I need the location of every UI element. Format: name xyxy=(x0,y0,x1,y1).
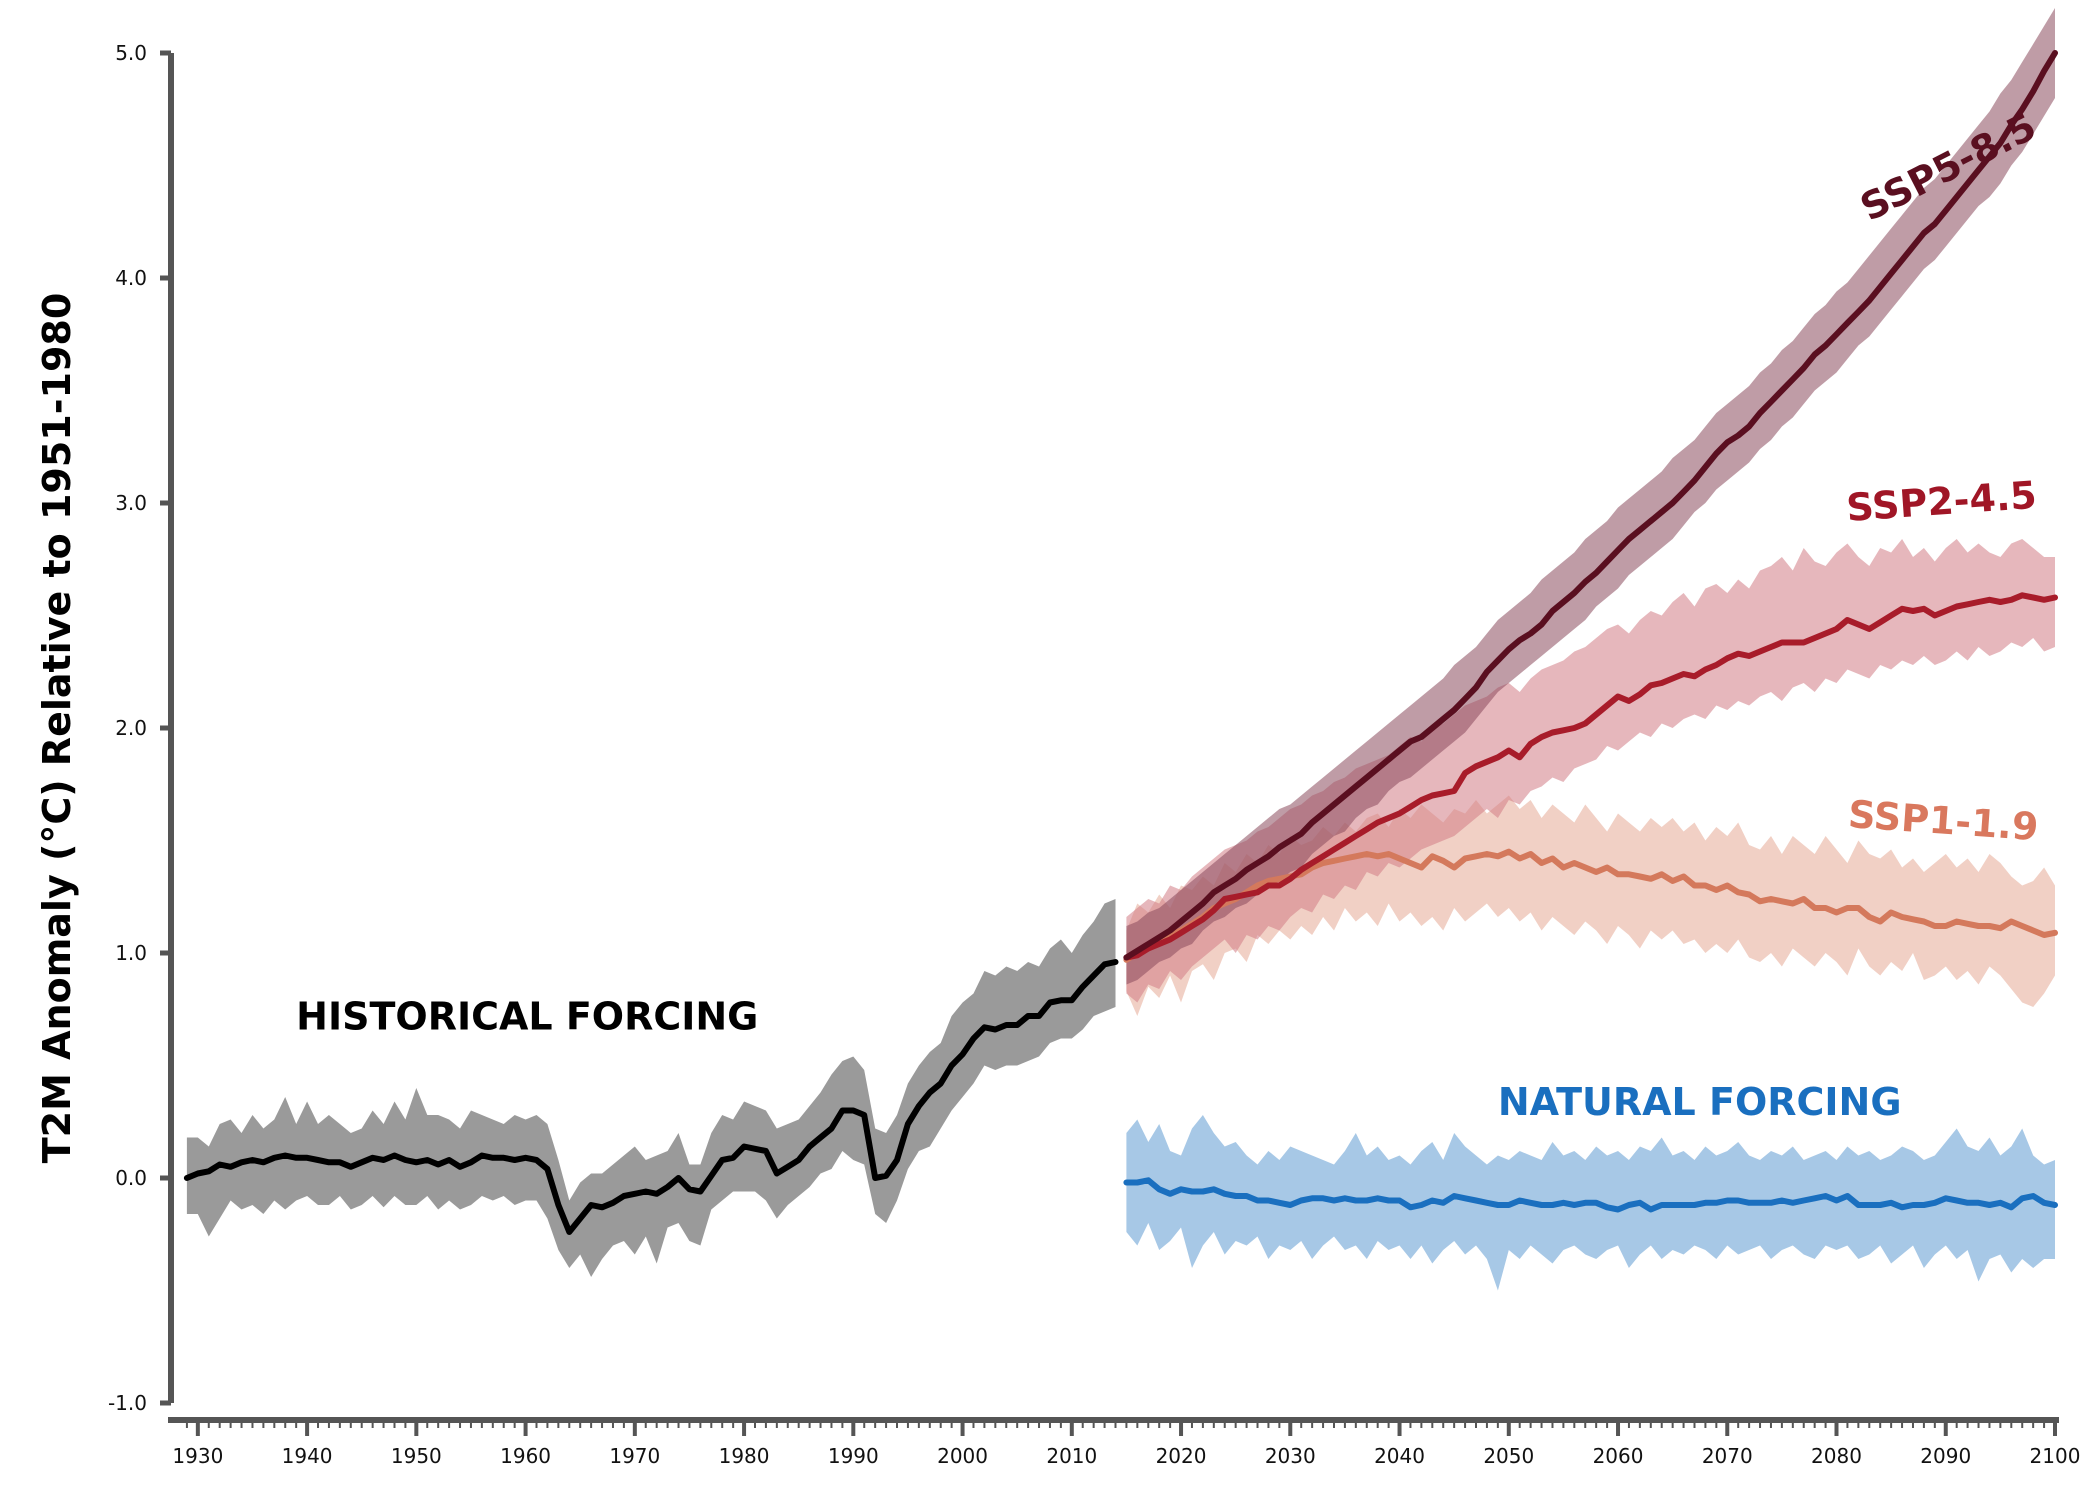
y-tick-label: 4.0 xyxy=(115,266,147,290)
label-natural-forcing: NATURAL FORCING xyxy=(1498,1080,1902,1124)
x-tick-label: 1930 xyxy=(172,1444,223,1468)
x-tick-label: 2020 xyxy=(1156,1444,1207,1468)
x-tick-label: 2070 xyxy=(1702,1444,1753,1468)
x-tick-label: 2060 xyxy=(1593,1444,1644,1468)
y-tick-label: 2.0 xyxy=(115,716,147,740)
y-tick-label: 3.0 xyxy=(115,491,147,515)
series-lines xyxy=(183,50,2058,1235)
y-tick-label: 5.0 xyxy=(115,41,147,65)
x-tick-label: 2090 xyxy=(1920,1444,1971,1468)
x-ticks: 1930 1940 1950 1960 1970 1980 1990 2000 2010 2020… xyxy=(172,1420,2080,1468)
x-tick-label: 2030 xyxy=(1265,1444,1316,1468)
y-tick-label: 0.0 xyxy=(115,1166,147,1190)
ssp2-4-5-line xyxy=(1123,592,2058,961)
label-historical-forcing: HISTORICAL FORCING xyxy=(296,995,758,1039)
y-ticks: -1.0 0.0 1.0 2.0 3.0 4.0 5.0 xyxy=(108,41,171,1415)
ssp5-8-5-line xyxy=(1123,50,2058,961)
y-tick-label: 1.0 xyxy=(115,941,147,965)
x-tick-label: 1940 xyxy=(282,1444,333,1468)
natural-forcing-line xyxy=(1123,1177,2058,1213)
x-tick-label: 1960 xyxy=(500,1444,551,1468)
label-ssp1-1-9: SSP1-1.9 xyxy=(1847,792,2040,849)
x-tick-label: 2040 xyxy=(1374,1444,1425,1468)
x-tick-label: 2000 xyxy=(937,1444,988,1468)
x-tick-label: 1950 xyxy=(391,1444,442,1468)
label-ssp2-4-5: SSP2-4.5 xyxy=(1845,473,2038,530)
x-tick-label: 2010 xyxy=(1046,1444,1097,1468)
historical-forcing-band xyxy=(186,899,1116,1277)
historical-forcing-line xyxy=(183,959,1119,1235)
y-axis-title: T2M Anomaly (°C) Relative to 1951-1980 xyxy=(35,293,79,1164)
ssp1-1-9-line xyxy=(1123,848,2058,963)
x-tick-label: 2050 xyxy=(1483,1444,1534,1468)
x-tick-label: 1980 xyxy=(719,1444,770,1468)
ssp2-4-5-band xyxy=(1126,539,2055,1003)
x-tick-label: 2100 xyxy=(2030,1444,2081,1468)
x-tick-label: 1990 xyxy=(828,1444,879,1468)
x-tick-label: 2080 xyxy=(1811,1444,1862,1468)
x-tick-label: 1970 xyxy=(609,1444,660,1468)
y-tick-label: -1.0 xyxy=(108,1391,147,1415)
